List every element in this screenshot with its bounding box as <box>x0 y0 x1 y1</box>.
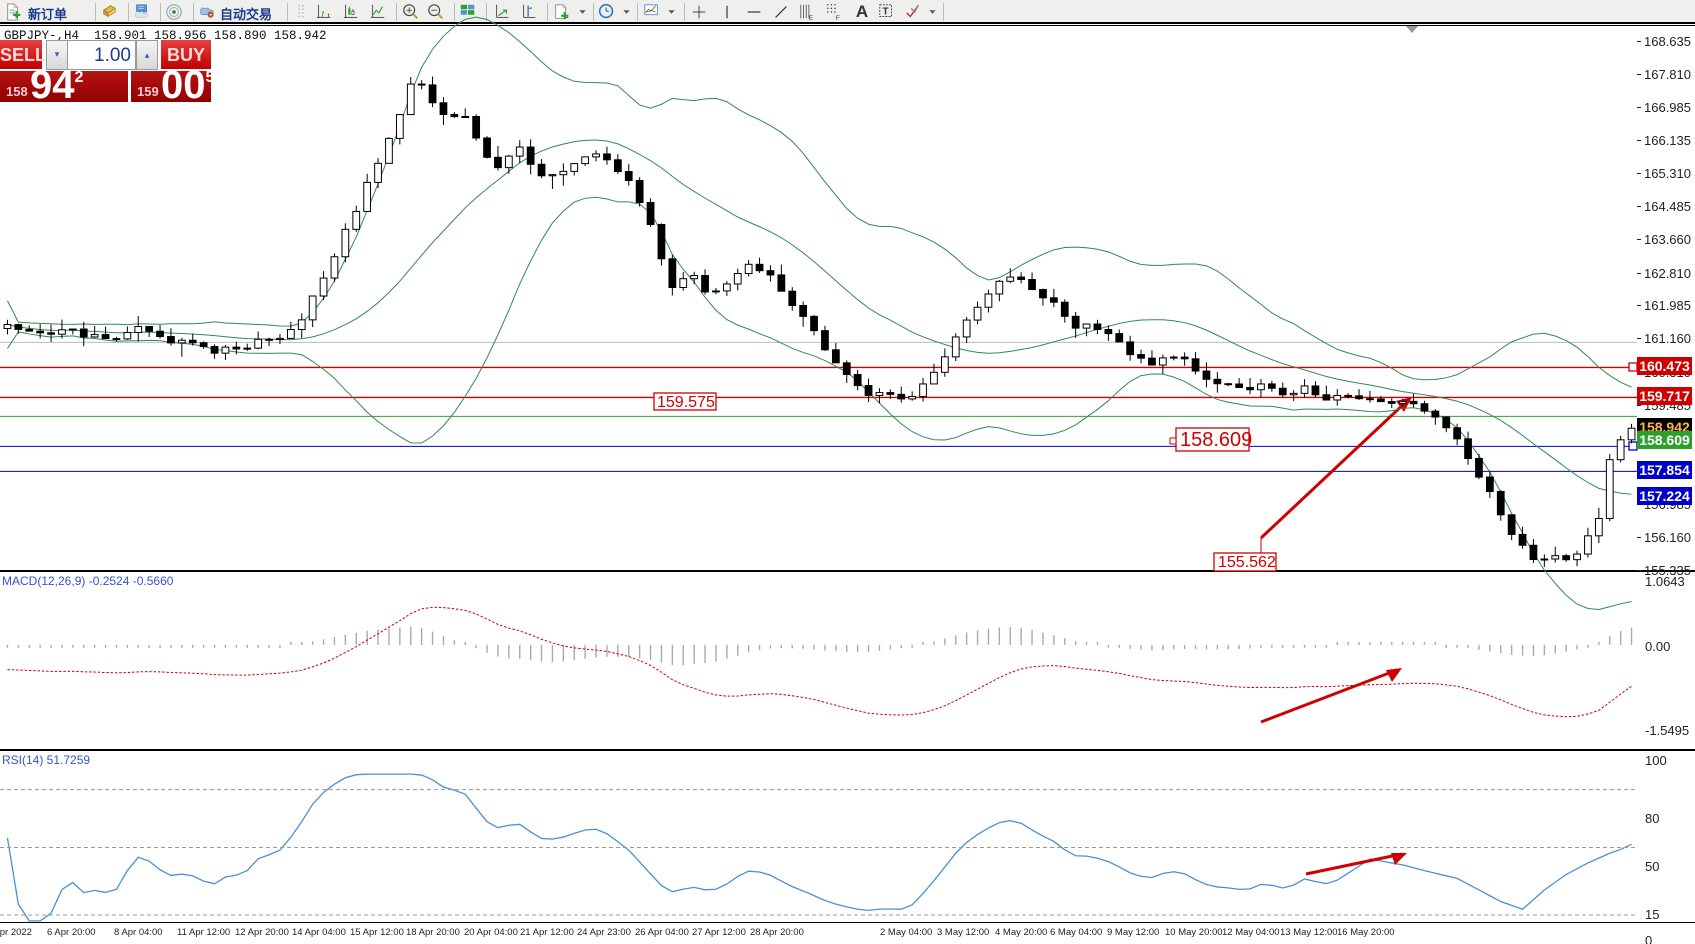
svg-text:T: T <box>883 7 889 18</box>
svg-text:E: E <box>809 15 813 21</box>
svg-text:155.562: 155.562 <box>1218 554 1276 571</box>
svg-text:158.609: 158.609 <box>1180 429 1252 451</box>
svg-text:F: F <box>836 15 840 21</box>
svg-text:159.575: 159.575 <box>657 394 715 411</box>
